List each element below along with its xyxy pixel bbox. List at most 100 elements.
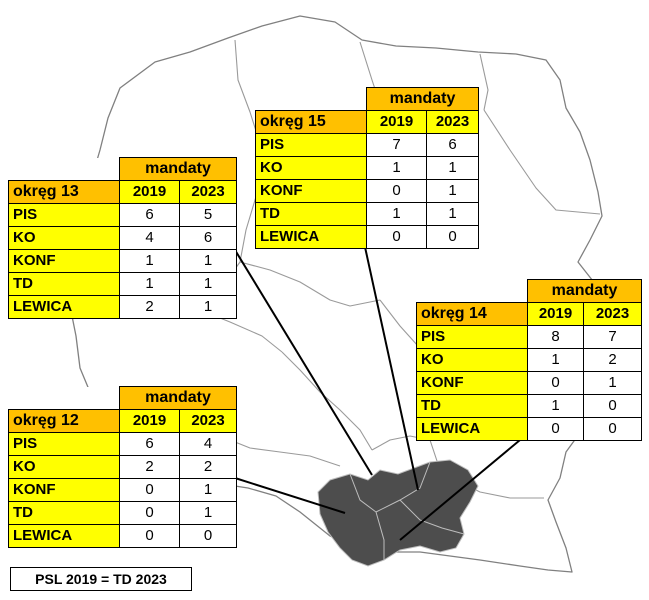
- year-2019: 2019: [527, 302, 584, 326]
- table-row: KONF 0 1: [8, 478, 237, 502]
- seats-2023: 5: [179, 203, 237, 227]
- district-internal-borders: [349, 461, 465, 560]
- year-2023: 2023: [583, 302, 642, 326]
- table-okreg-15: mandaty okręg 15 2019 2023 PIS 7 6 KO 1 …: [255, 87, 479, 249]
- year-2019: 2019: [119, 409, 180, 433]
- seats-2023: 1: [426, 202, 479, 226]
- party-name: KO: [255, 156, 367, 180]
- table-row: KO 1 1: [255, 156, 479, 180]
- seats-2019: 2: [119, 295, 180, 319]
- seats-2019: 1: [366, 202, 427, 226]
- seats-2023: 0: [583, 394, 642, 418]
- corner-cell: [416, 279, 528, 303]
- table-okreg-14: mandaty okręg 14 2019 2023 PIS 8 7 KO 1 …: [416, 279, 642, 441]
- seats-2023: 7: [583, 325, 642, 349]
- table-row: PIS 6 5: [8, 203, 237, 227]
- party-name: LEWICA: [8, 295, 120, 319]
- table-row: TD 1 1: [8, 272, 237, 296]
- party-name: KONF: [255, 179, 367, 203]
- seats-2023: 6: [179, 226, 237, 250]
- table-row: LEWICA 0 0: [8, 524, 237, 548]
- table-row: LEWICA 0 0: [255, 225, 479, 249]
- seats-2019: 6: [119, 432, 180, 456]
- table-okreg-12: mandaty okręg 12 2019 2023 PIS 6 4 KO 2 …: [8, 386, 237, 548]
- seats-2019: 1: [366, 156, 427, 180]
- seats-2019: 6: [119, 203, 180, 227]
- year-2019: 2019: [119, 180, 180, 204]
- year-2023: 2023: [426, 110, 479, 134]
- table-row: PIS 8 7: [416, 325, 642, 349]
- table-row: KONF 1 1: [8, 249, 237, 273]
- seats-2019: 1: [119, 272, 180, 296]
- party-name: TD: [8, 501, 120, 525]
- table-row: PIS 6 4: [8, 432, 237, 456]
- district-label: okręg 14: [416, 302, 528, 326]
- corner-cell: [8, 157, 120, 181]
- seats-2019: 4: [119, 226, 180, 250]
- table-row: KONF 0 1: [416, 371, 642, 395]
- party-name: KONF: [416, 371, 528, 395]
- seats-2023: 1: [583, 371, 642, 395]
- mandaty-header: mandaty: [119, 157, 237, 181]
- party-name: LEWICA: [255, 225, 367, 249]
- party-name: TD: [255, 202, 367, 226]
- mandaty-header: mandaty: [527, 279, 642, 303]
- table-row: TD 1 1: [255, 202, 479, 226]
- party-name: KO: [8, 226, 120, 250]
- seats-2023: 1: [426, 156, 479, 180]
- leader-lines: [234, 246, 521, 541]
- table-row: KO 2 2: [8, 455, 237, 479]
- seats-2019: 0: [119, 478, 180, 502]
- table-okreg-13: mandaty okręg 13 2019 2023 PIS 6 5 KO 4 …: [8, 157, 237, 319]
- seats-2019: 1: [527, 348, 584, 372]
- party-name: KONF: [8, 478, 120, 502]
- seats-2019: 2: [119, 455, 180, 479]
- highlighted-districts: [317, 459, 479, 567]
- mandaty-header: mandaty: [119, 386, 237, 410]
- seats-2023: 1: [179, 272, 237, 296]
- party-name: KO: [8, 455, 120, 479]
- year-2023: 2023: [179, 180, 237, 204]
- party-name: PIS: [8, 203, 120, 227]
- corner-cell: [255, 87, 367, 111]
- footnote: PSL 2019 = TD 2023: [10, 567, 192, 591]
- seats-2019: 0: [119, 524, 180, 548]
- party-name: KONF: [8, 249, 120, 273]
- district-label: okręg 13: [8, 180, 120, 204]
- party-name: KO: [416, 348, 528, 372]
- table-row: KO 1 2: [416, 348, 642, 372]
- seats-2023: 1: [179, 478, 237, 502]
- seats-2023: 2: [583, 348, 642, 372]
- party-name: TD: [8, 272, 120, 296]
- seats-2023: 1: [426, 179, 479, 203]
- seats-2023: 6: [426, 133, 479, 157]
- district-label: okręg 12: [8, 409, 120, 433]
- seats-2023: 0: [426, 225, 479, 249]
- seats-2023: 1: [179, 295, 237, 319]
- seats-2023: 1: [179, 501, 237, 525]
- seats-2023: 0: [179, 524, 237, 548]
- year-2023: 2023: [179, 409, 237, 433]
- party-name: TD: [416, 394, 528, 418]
- table-row: LEWICA 2 1: [8, 295, 237, 319]
- table-row: LEWICA 0 0: [416, 417, 642, 441]
- seats-2023: 2: [179, 455, 237, 479]
- seats-2023: 1: [179, 249, 237, 273]
- table-row: TD 0 1: [8, 501, 237, 525]
- seats-2019: 8: [527, 325, 584, 349]
- table-row: KONF 0 1: [255, 179, 479, 203]
- seats-2019: 1: [527, 394, 584, 418]
- seats-2019: 0: [366, 179, 427, 203]
- mandaty-header: mandaty: [366, 87, 479, 111]
- party-name: PIS: [255, 133, 367, 157]
- party-name: PIS: [8, 432, 120, 456]
- table-row: KO 4 6: [8, 226, 237, 250]
- corner-cell: [8, 386, 120, 410]
- party-name: LEWICA: [416, 417, 528, 441]
- seats-2023: 0: [583, 417, 642, 441]
- seats-2019: 0: [366, 225, 427, 249]
- party-name: PIS: [416, 325, 528, 349]
- seats-2023: 4: [179, 432, 237, 456]
- seats-2019: 1: [119, 249, 180, 273]
- year-2019: 2019: [366, 110, 427, 134]
